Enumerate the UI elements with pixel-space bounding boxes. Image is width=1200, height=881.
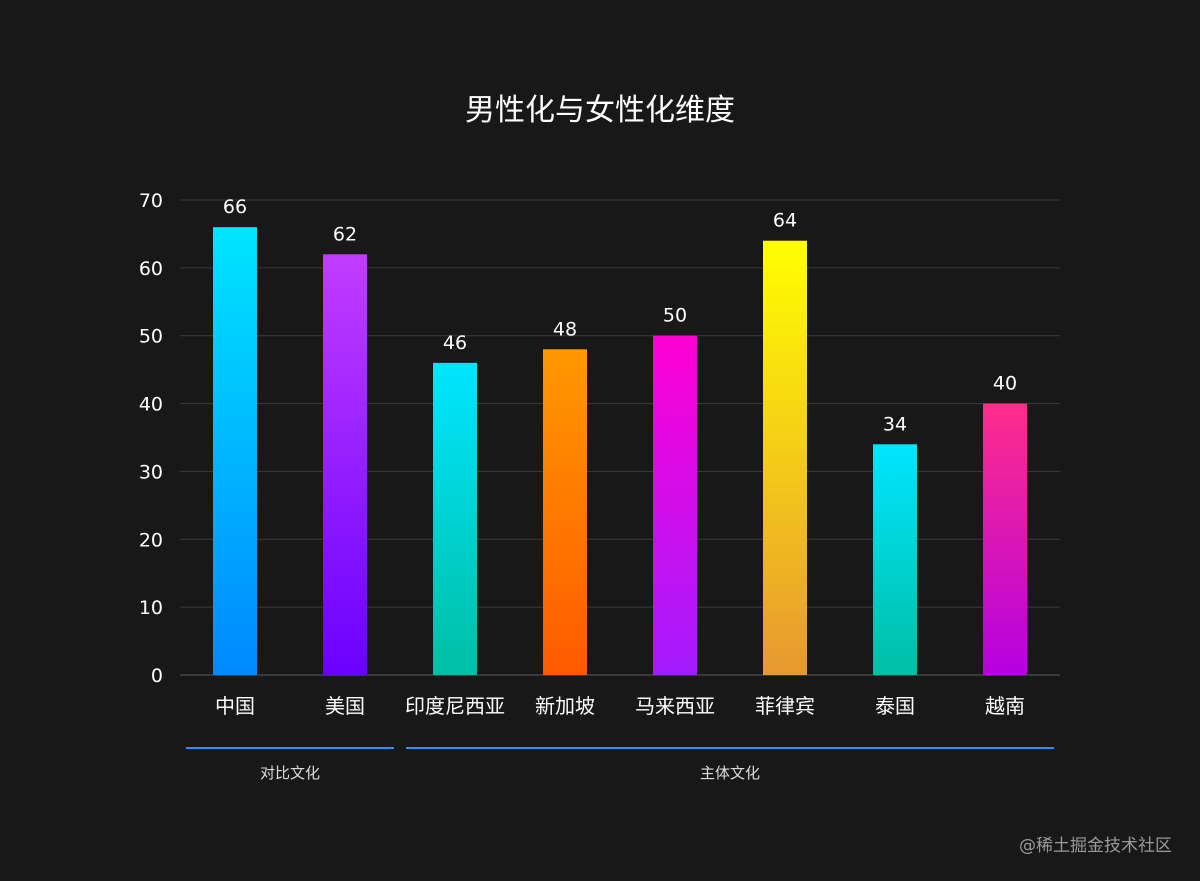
bar-4 [543,349,587,675]
watermark-text: @稀土掘金技术社区 [1019,836,1172,856]
bar-5 [653,335,697,675]
grid-lines [180,199,1060,676]
group-label: 主体文化 [700,764,760,782]
x-tick-label: 泰国 [875,694,915,718]
y-tick-label: 40 [139,394,163,416]
x-tick-label: 新加坡 [535,694,595,718]
y-tick-label: 30 [139,461,163,483]
bar-3 [433,362,477,675]
x-tick-label: 中国 [215,694,255,718]
chart-title: 男性化与女性化维度 [465,93,735,128]
bar-2 [323,254,367,676]
y-tick-label: 0 [151,665,163,687]
data-label: 46 [443,332,467,354]
data-label: 64 [773,210,797,232]
y-tick-label: 20 [139,529,163,551]
bar-8 [983,403,1027,675]
data-label: 50 [663,305,687,327]
data-label: 40 [993,373,1017,395]
data-label: 62 [333,223,357,245]
x-tick-label: 菲律宾 [755,694,815,718]
x-tick-label: 马来西亚 [635,694,715,718]
x-tick-label: 美国 [325,694,365,718]
data-label: 66 [223,196,247,218]
category-groups: 对比文化 主体文化 [186,747,1054,782]
data-label: 48 [553,318,577,340]
y-tick-label: 10 [139,597,163,619]
bar-6 [763,240,807,675]
y-tick-label: 70 [139,190,163,212]
data-label: 34 [883,413,907,435]
y-axis: 0 10 20 30 40 50 60 70 [139,190,163,687]
x-tick-label: 越南 [985,694,1025,718]
bars [213,227,1027,676]
bar-1 [213,227,257,675]
y-tick-label: 60 [139,258,163,280]
data-labels: 66 62 46 48 50 64 34 40 [223,196,1017,435]
y-tick-label: 50 [139,326,163,348]
group-label: 对比文化 [260,764,320,782]
bar-7 [873,444,917,675]
x-tick-label: 印度尼西亚 [405,694,505,718]
x-axis: 中国 美国 印度尼西亚 新加坡 马来西亚 菲律宾 泰国 越南 [215,694,1025,718]
